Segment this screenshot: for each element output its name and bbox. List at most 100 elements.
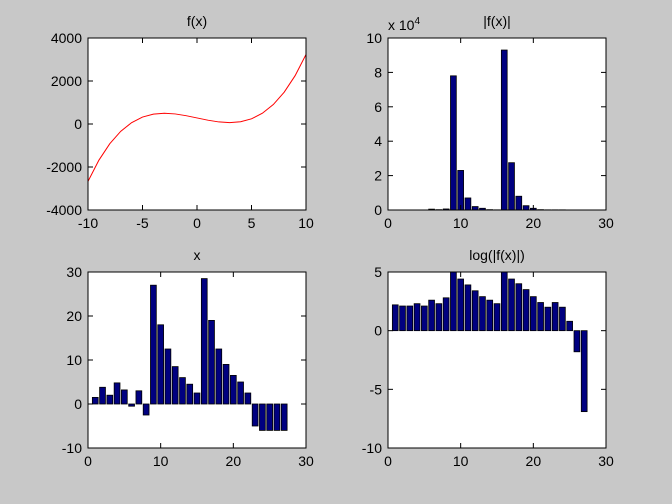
- axis-multiplier: x 104: [388, 16, 420, 33]
- axes-background: [88, 38, 306, 210]
- bar: [551, 302, 559, 332]
- bar: [222, 363, 230, 405]
- bar: [251, 403, 259, 427]
- x-tick-label: 0: [84, 453, 92, 469]
- x-tick-label: 20: [526, 453, 542, 469]
- bar: [157, 324, 164, 405]
- bar: [193, 392, 201, 405]
- bar: [500, 49, 508, 210]
- bar: [99, 386, 106, 405]
- bar: [186, 383, 194, 405]
- axes-box: [387, 37, 607, 211]
- bar: [135, 390, 143, 405]
- bar: [150, 284, 157, 405]
- plot-area: [91, 278, 288, 431]
- bar: [479, 296, 486, 332]
- y-tick-label: 10: [66, 352, 82, 368]
- axes-title: x: [194, 247, 201, 263]
- bar: [530, 296, 537, 332]
- bar: [266, 403, 273, 431]
- y-tick-label: 2000: [51, 73, 82, 89]
- axes-box: [87, 271, 307, 449]
- y-tick-label: 10: [366, 30, 382, 46]
- plot-area: [391, 49, 588, 210]
- plot-area: [88, 54, 306, 182]
- x-tick-label: 20: [526, 215, 542, 231]
- bar: [544, 306, 552, 332]
- bar: [522, 205, 530, 210]
- y-tick-label: 0: [374, 202, 382, 218]
- axes-box: [87, 37, 307, 211]
- bar: [442, 208, 450, 210]
- bar: [566, 320, 573, 332]
- x-tick-label: 30: [598, 215, 614, 231]
- bar: [399, 305, 406, 332]
- bar: [515, 283, 523, 332]
- bar: [413, 303, 421, 332]
- bar: [113, 382, 121, 405]
- bar: [428, 299, 435, 332]
- y-tick-label: -4000: [46, 202, 82, 218]
- bar: [237, 381, 244, 405]
- bar: [128, 403, 135, 407]
- bar: [121, 389, 128, 405]
- x-tick-label: 0: [193, 215, 201, 231]
- bar: [244, 392, 252, 405]
- line: [88, 54, 306, 182]
- bar: [508, 278, 515, 332]
- axes-title: f(x): [187, 13, 207, 29]
- y-tick-label: 8: [374, 64, 382, 80]
- y-tick-label: 2: [374, 168, 382, 184]
- bar: [457, 170, 464, 210]
- x-tick-label: 10: [453, 453, 469, 469]
- axes-background: [388, 38, 606, 210]
- bar: [208, 319, 215, 405]
- y-tick-label: 0: [374, 323, 382, 339]
- bar: [580, 330, 588, 413]
- bar: [200, 278, 208, 405]
- x-tick-label: 10: [298, 215, 314, 231]
- bar: [91, 396, 99, 405]
- bar: [171, 366, 179, 405]
- bar: [471, 290, 479, 332]
- bar: [215, 348, 223, 405]
- y-tick-label: -10: [362, 440, 382, 456]
- bar: [391, 304, 399, 332]
- bar: [559, 306, 566, 332]
- bar: [493, 303, 501, 332]
- y-tick-label: -2000: [46, 159, 82, 175]
- y-tick-label: 4000: [51, 30, 82, 46]
- x-tick-label: 10: [153, 453, 169, 469]
- bar: [273, 403, 281, 431]
- bar: [421, 305, 428, 332]
- bar: [500, 272, 508, 332]
- y-tick-label: 6: [374, 99, 382, 115]
- bar: [457, 278, 464, 332]
- plot-area: [391, 272, 588, 413]
- bar: [164, 348, 172, 405]
- x-tick-label: 10: [453, 215, 469, 231]
- x-tick-label: 0: [384, 453, 392, 469]
- bar: [230, 374, 237, 405]
- bar: [450, 75, 457, 210]
- bar: [464, 197, 472, 210]
- x-tick-label: 30: [598, 453, 614, 469]
- axes-title: |f(x)|: [483, 13, 511, 29]
- bar: [486, 299, 494, 332]
- bar: [537, 302, 544, 332]
- bar: [471, 206, 479, 210]
- bar: [435, 303, 443, 332]
- y-tick-label: 0: [74, 396, 82, 412]
- axis-multiplier-base: x 10: [388, 17, 415, 33]
- axes-background: [388, 272, 606, 448]
- bar: [259, 403, 266, 431]
- axes-background: [88, 272, 306, 448]
- axes-title: log(|f(x)|): [469, 247, 525, 263]
- bar: [406, 305, 414, 332]
- bar: [106, 394, 114, 405]
- x-tick-label: 5: [248, 215, 256, 231]
- y-tick-label: 5: [374, 264, 382, 280]
- y-tick-label: 4: [374, 133, 382, 149]
